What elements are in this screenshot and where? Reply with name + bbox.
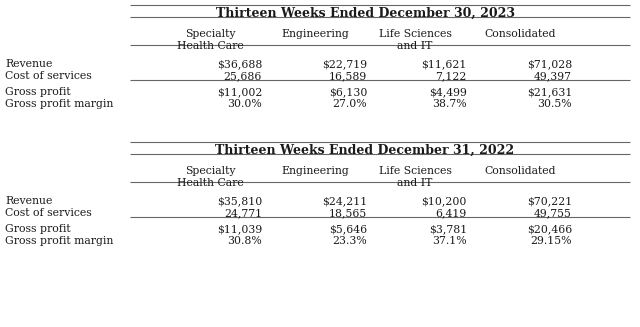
- Text: Specialty
Health Care: Specialty Health Care: [177, 166, 243, 188]
- Text: 30.5%: 30.5%: [538, 99, 572, 109]
- Text: Engineering: Engineering: [281, 29, 349, 39]
- Text: 30.0%: 30.0%: [227, 99, 262, 109]
- Text: 25,686: 25,686: [223, 71, 262, 81]
- Text: $70,221: $70,221: [527, 196, 572, 206]
- Text: 29.15%: 29.15%: [531, 236, 572, 246]
- Text: Life Sciences
and IT: Life Sciences and IT: [379, 166, 451, 188]
- Text: $35,810: $35,810: [217, 196, 262, 206]
- Text: $10,200: $10,200: [422, 196, 467, 206]
- Text: Revenue: Revenue: [5, 196, 52, 206]
- Text: $71,028: $71,028: [527, 59, 572, 69]
- Text: Gross profit: Gross profit: [5, 224, 70, 234]
- Text: 30.8%: 30.8%: [227, 236, 262, 246]
- Text: 16,589: 16,589: [329, 71, 367, 81]
- Text: 27.0%: 27.0%: [332, 99, 367, 109]
- Text: Gross profit: Gross profit: [5, 87, 70, 97]
- Text: Specialty
Health Care: Specialty Health Care: [177, 29, 243, 51]
- Text: Life Sciences
and IT: Life Sciences and IT: [379, 29, 451, 51]
- Text: $20,466: $20,466: [527, 224, 572, 234]
- Text: $36,688: $36,688: [216, 59, 262, 69]
- Text: $5,646: $5,646: [329, 224, 367, 234]
- Text: Gross profit margin: Gross profit margin: [5, 236, 113, 246]
- Text: $11,039: $11,039: [217, 224, 262, 234]
- Text: $4,499: $4,499: [429, 87, 467, 97]
- Text: $22,719: $22,719: [322, 59, 367, 69]
- Text: $11,621: $11,621: [422, 59, 467, 69]
- Text: Cost of services: Cost of services: [5, 71, 92, 81]
- Text: Gross profit margin: Gross profit margin: [5, 99, 113, 109]
- Text: 18,565: 18,565: [329, 208, 367, 218]
- Text: 37.1%: 37.1%: [433, 236, 467, 246]
- Text: Cost of services: Cost of services: [5, 208, 92, 218]
- Text: $24,211: $24,211: [322, 196, 367, 206]
- Text: 38.7%: 38.7%: [433, 99, 467, 109]
- Text: $21,631: $21,631: [527, 87, 572, 97]
- Text: 49,397: 49,397: [534, 71, 572, 81]
- Text: $6,130: $6,130: [328, 87, 367, 97]
- Text: $11,002: $11,002: [216, 87, 262, 97]
- Text: Engineering: Engineering: [281, 166, 349, 176]
- Text: $3,781: $3,781: [429, 224, 467, 234]
- Text: Consolidated: Consolidated: [484, 29, 556, 39]
- Text: 7,122: 7,122: [436, 71, 467, 81]
- Text: Revenue: Revenue: [5, 59, 52, 69]
- Text: Thirteen Weeks Ended December 31, 2022: Thirteen Weeks Ended December 31, 2022: [216, 144, 515, 157]
- Text: 6,419: 6,419: [436, 208, 467, 218]
- Text: Consolidated: Consolidated: [484, 166, 556, 176]
- Text: 23.3%: 23.3%: [332, 236, 367, 246]
- Text: Thirteen Weeks Ended December 30, 2023: Thirteen Weeks Ended December 30, 2023: [216, 7, 515, 20]
- Text: 49,755: 49,755: [534, 208, 572, 218]
- Text: 24,771: 24,771: [224, 208, 262, 218]
